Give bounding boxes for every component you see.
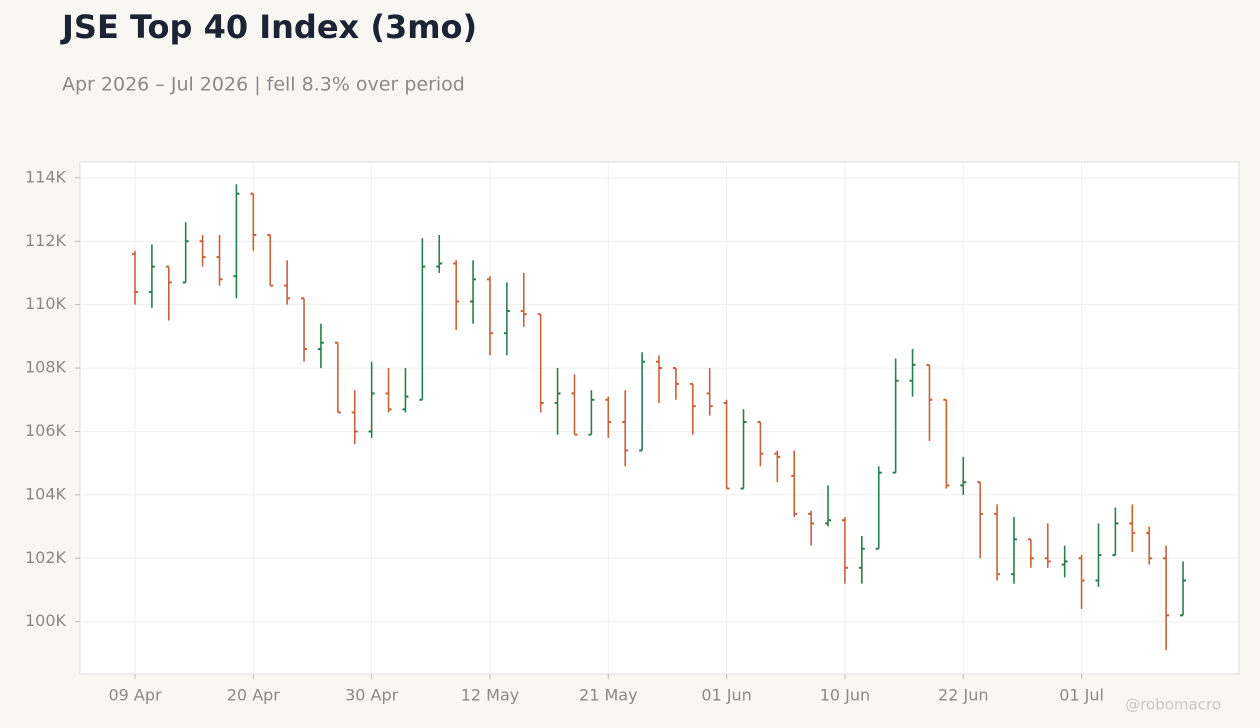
x-tick-label: 22 Jun (938, 686, 988, 705)
x-tick-label: 09 Apr (108, 686, 162, 705)
x-tick-label: 30 Apr (345, 686, 399, 705)
x-tick-label: 01 Jul (1059, 686, 1104, 705)
y-tick-label: 102K (25, 548, 67, 567)
y-tick-label: 110K (25, 294, 67, 313)
x-tick-label: 12 May (461, 686, 520, 705)
y-tick-label: 108K (25, 358, 67, 377)
y-tick-label: 114K (25, 167, 67, 186)
x-tick-label: 21 May (579, 686, 638, 705)
plot-area (79, 161, 1240, 675)
y-tick-label: 100K (25, 611, 67, 630)
watermark: @robomacro (1125, 696, 1221, 714)
x-tick-label: 10 Jun (820, 686, 870, 705)
x-tick-label: 01 Jun (701, 686, 751, 705)
y-tick-label: 104K (25, 484, 67, 503)
x-tick-label: 20 Apr (227, 686, 281, 705)
y-tick-label: 106K (25, 421, 67, 440)
chart-title: JSE Top 40 Index (3mo) (60, 8, 477, 46)
chart-subtitle: Apr 2026 – Jul 2026 | fell 8.3% over per… (62, 74, 465, 96)
y-tick-label: 112K (25, 231, 67, 250)
